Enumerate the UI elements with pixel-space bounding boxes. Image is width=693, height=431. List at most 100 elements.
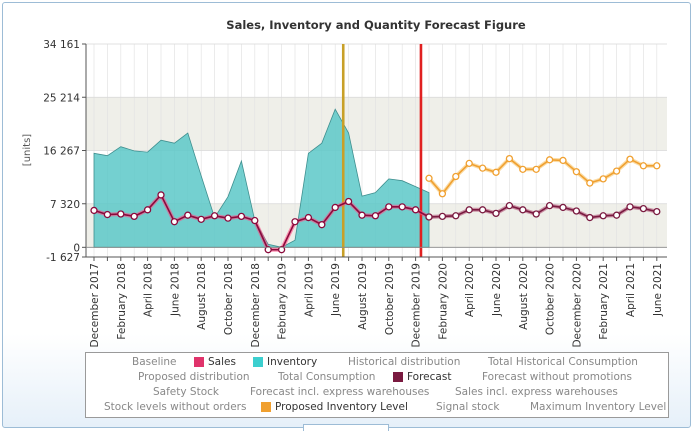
proposed-inventory-level-point[interactable] [653,162,661,170]
x-tick-label: August 2020 [518,263,530,330]
legend-item-proposed-inventory-level[interactable]: Proposed Inventory Level [261,401,408,413]
sales-point[interactable] [210,212,219,220]
legend-item-baseline[interactable]: Baseline [132,356,177,368]
forecast-point[interactable] [425,213,433,221]
proposed-inventory-level-point[interactable] [639,162,648,170]
proposed-inventory-level-point[interactable] [452,172,460,181]
forecast-point[interactable] [532,210,540,218]
proposed-inventory-level-point[interactable] [559,156,567,165]
sales-point[interactable] [184,211,192,219]
x-tick-label: April 2020 [464,263,476,317]
x-tick-label: April 2019 [303,263,315,317]
x-tick-label: December 2017 [89,263,101,348]
y-tick-label: 0 [73,242,80,254]
proposed-inventory-level-point[interactable] [612,167,621,175]
forecast-point[interactable] [438,212,447,221]
sales-point[interactable] [130,212,138,221]
y-tick-label: 34 161 [43,39,80,51]
proposed-inventory-level-point[interactable] [425,174,433,182]
sales-point[interactable] [90,206,98,215]
sales-point[interactable] [385,203,393,211]
inventory-swatch-icon [253,357,263,367]
y-tick-label: 7 320 [50,199,80,211]
forecast-point[interactable] [452,212,460,220]
forecast-point[interactable] [545,202,554,210]
proposed-inventory-level-point[interactable] [532,165,540,173]
legend: Baseline Sales Inventory Historical dist… [85,352,669,418]
forecast-point[interactable] [612,211,621,219]
sales-point[interactable] [197,215,205,223]
sales-point[interactable] [224,214,232,222]
sales-point[interactable] [237,212,246,221]
sales-point[interactable] [264,246,272,254]
legend-item-total-consumption[interactable]: Total Consumption [278,371,376,383]
sales-swatch-icon [194,357,204,367]
y-tick-label: 25 214 [43,92,80,104]
legend-item-forecast-incl-express[interactable]: Forecast incl. express warehouses [250,386,430,398]
legend-item-forecast[interactable]: Forecast [393,371,451,383]
proposed-inventory-level-point[interactable] [438,190,447,198]
forecast-point[interactable] [519,206,527,214]
sales-point[interactable] [251,216,259,225]
proposed-inventory-level-point[interactable] [545,156,554,164]
x-tick-label: August 2019 [357,263,369,330]
forecast-point[interactable] [653,207,661,216]
sales-point[interactable] [304,213,313,222]
legend-item-safety-stock[interactable]: Safety Stock [153,386,219,398]
x-tick-label: December 2019 [411,263,423,348]
sales-point[interactable] [318,221,326,229]
legend-item-sales-incl-express[interactable]: Sales incl. express warehouses [455,386,618,398]
forecast-swatch-icon [393,372,403,382]
y-tick-label: 16 267 [43,146,80,158]
forecast-point[interactable] [465,206,473,214]
forecast-point[interactable] [505,202,514,210]
x-tick-label: June 2021 [652,263,664,317]
legend-item-inventory[interactable]: Inventory [253,356,317,368]
legend-item-historical-distribution[interactable]: Historical distribution [348,356,461,368]
legend-item-sales[interactable]: Sales [194,356,236,368]
sales-point[interactable] [143,206,152,214]
sales-point[interactable] [291,218,299,226]
legend-item-forecast-without-promotions[interactable]: Forecast without promotions [482,371,632,383]
x-tick-label: February 2018 [116,263,128,340]
forecast-point[interactable] [478,206,487,214]
sales-point[interactable] [103,210,112,219]
forecast-point[interactable] [586,213,594,222]
proposed-inventory-level-point[interactable] [599,175,607,183]
forecast-point[interactable] [559,203,567,212]
sales-point[interactable] [331,203,339,212]
sales-point[interactable] [398,203,406,211]
proposed-inventory-level-point[interactable] [519,165,527,173]
x-tick-label: August 2018 [196,263,208,330]
proposed-inventory-level-point[interactable] [465,159,473,168]
forecast-point[interactable] [492,209,500,218]
legend-item-total-historical-consumption[interactable]: Total Historical Consumption [488,356,638,368]
sales-point[interactable] [277,246,286,254]
forecast-point[interactable] [626,203,634,211]
sales-point[interactable] [358,211,366,219]
legend-item-proposed-distribution[interactable]: Proposed distribution [138,371,250,383]
sales-point[interactable] [344,197,353,206]
y-tick-label: -1 627 [46,252,80,264]
sales-point[interactable] [170,218,179,226]
chart-title: Sales, Inventory and Quantity Forecast F… [226,18,526,32]
x-tick-label: February 2021 [598,263,610,340]
legend-item-stock-without-orders[interactable]: Stock levels without orders [104,401,247,413]
forecast-point[interactable] [599,212,607,220]
x-tick-label: June 2020 [491,263,503,317]
forecast-point[interactable] [572,207,581,215]
proposed-inventory-level-point[interactable] [478,164,487,172]
sales-point[interactable] [371,212,380,220]
proposed-inventory-level-point[interactable] [626,155,634,163]
proposed-inventory-level-point[interactable] [505,154,514,163]
sales-point[interactable] [157,191,165,199]
sales-point[interactable] [117,210,125,218]
x-tick-label: February 2020 [437,263,449,340]
proposed-inventory-level-point[interactable] [586,179,594,187]
legend-item-signal-stock[interactable]: Signal stock [436,401,500,413]
proposed-inventory-level-point[interactable] [492,168,500,176]
proposed-inventory-level-point[interactable] [572,168,581,176]
forecast-point[interactable] [639,204,648,213]
sales-point[interactable] [411,206,420,214]
legend-item-maximum-inventory-level[interactable]: Maximum Inventory Level [530,401,667,413]
